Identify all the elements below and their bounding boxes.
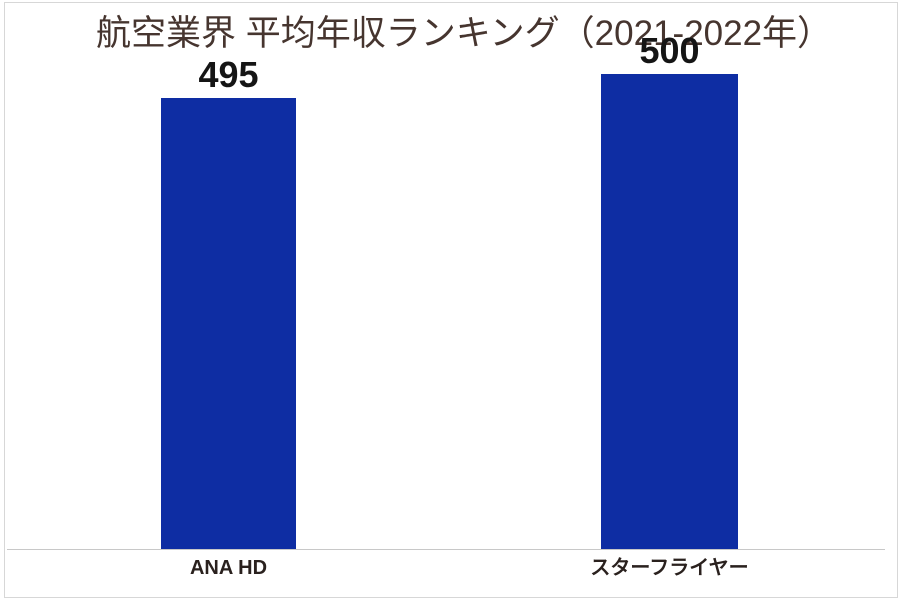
value-label-ana-hd: 495 (198, 53, 259, 95)
category-label-starflyer: スターフライヤー (590, 557, 749, 579)
value-label-starflyer: 500 (639, 30, 700, 71)
category-label-ana-hd: ANA HD (189, 557, 268, 579)
x-axis-line (7, 549, 885, 550)
bar-ana-hd (161, 97, 296, 549)
chart-border-frame (4, 2, 898, 598)
chart-title: 航空業界 平均年収ランキング（2021-2022年） (96, 14, 833, 53)
bar-column-starflyer: 500 スターフライヤー (590, 33, 748, 579)
bar-starflyer (601, 74, 738, 549)
bar-column-ana-hd: 495 ANA HD (161, 56, 296, 578)
